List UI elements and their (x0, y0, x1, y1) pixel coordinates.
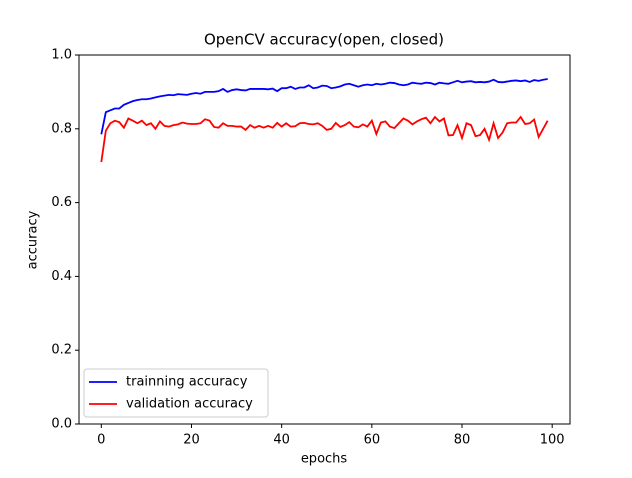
legend-box (83, 368, 269, 418)
x-tick-label: 60 (364, 433, 381, 448)
axes-frame (78, 54, 571, 425)
y-tick-label: 1.0 (51, 48, 72, 63)
x-tick-label: 100 (540, 433, 565, 448)
y-tick-label: 0.8 (51, 121, 72, 136)
x-tick-label: 40 (273, 433, 290, 448)
y-tick-label: 0.4 (51, 269, 72, 284)
y-axis-label: accuracy (26, 210, 41, 269)
y-tick-label: 0.2 (51, 343, 72, 358)
x-tick-label: 20 (183, 433, 200, 448)
y-tick-label: 0.6 (51, 195, 72, 210)
line-series (100, 115, 549, 163)
chart-title: OpenCV accuracy(open, closed) (204, 31, 444, 49)
legend-label: trainning accuracy (126, 375, 248, 390)
legend-label: validation accuracy (126, 397, 253, 412)
line-series (100, 78, 548, 135)
x-tick-label: 80 (454, 433, 471, 448)
x-tick-label: 0 (97, 433, 105, 448)
y-tick-label: 0.0 (51, 417, 72, 432)
x-axis-label: epochs (301, 452, 348, 467)
